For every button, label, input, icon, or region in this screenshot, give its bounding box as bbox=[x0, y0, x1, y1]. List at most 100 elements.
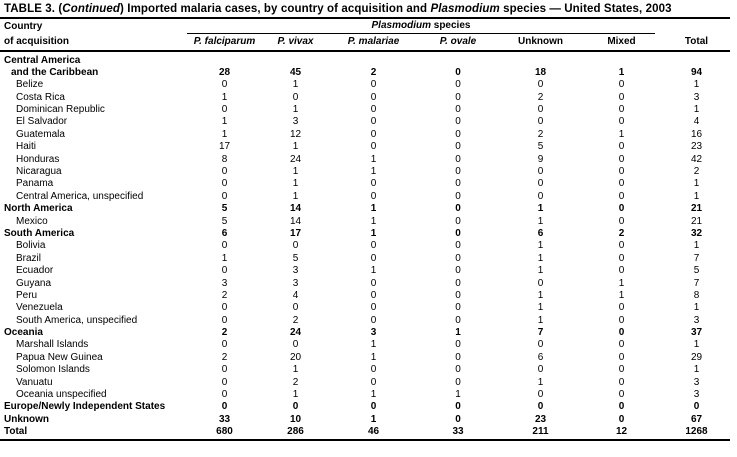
value-cell: 5 bbox=[537, 141, 544, 153]
table-row: Costa Rica 1 0 0 0 2 0 3 bbox=[0, 92, 730, 104]
value-cell: 1 bbox=[537, 203, 544, 215]
table-row: Nicaragua 0 1 1 0 0 0 2 bbox=[0, 166, 730, 178]
row-label: Papua New Guinea bbox=[16, 351, 103, 363]
table-row: Guyana 3 3 0 0 0 1 7 bbox=[0, 278, 730, 290]
value-cell: 0 bbox=[618, 178, 625, 190]
value-cell: 0 bbox=[455, 265, 461, 277]
value-cell: 46 bbox=[367, 426, 380, 438]
value-cell: 0 bbox=[455, 227, 461, 239]
column-header-mixed: Mixed bbox=[607, 36, 636, 47]
value-cell: 1 bbox=[370, 339, 377, 351]
value-cell: 0 bbox=[370, 364, 377, 376]
value-cell: 0 bbox=[221, 364, 228, 376]
value-cell: 1 bbox=[537, 302, 544, 314]
table-row: Oceania 2 24 3 1 7 0 37 bbox=[0, 327, 730, 339]
value-cell: 1 bbox=[618, 66, 625, 78]
value-cell: 1 bbox=[370, 413, 377, 425]
value-cell: 16 bbox=[690, 128, 703, 140]
value-cell: 0 bbox=[618, 265, 625, 277]
value-cell: 5 bbox=[292, 252, 299, 264]
value-cell: 6 bbox=[221, 227, 228, 239]
value-cell: 3 bbox=[693, 91, 700, 103]
header-rule bbox=[0, 50, 730, 52]
value-cell: 0 bbox=[455, 302, 461, 314]
value-cell: 0 bbox=[537, 364, 544, 376]
value-cell: 1 bbox=[370, 166, 377, 178]
row-label: Solomon Islands bbox=[16, 364, 90, 376]
row-label: Central America, unspecified bbox=[16, 190, 144, 202]
value-cell: 1 bbox=[370, 389, 377, 401]
column-header-p-falciparum: P. falciparum bbox=[193, 36, 256, 47]
value-cell: 3 bbox=[693, 376, 700, 388]
table-title-segment: species — United States, 2003 bbox=[499, 3, 672, 15]
row-label: Brazil bbox=[16, 252, 42, 264]
value-cell: 0 bbox=[537, 277, 544, 289]
value-cell: 0 bbox=[618, 413, 625, 425]
value-cell: 1 bbox=[370, 215, 377, 227]
value-cell: 0 bbox=[455, 339, 461, 351]
table-row: Oceania unspecified 0 1 1 1 0 0 3 bbox=[0, 389, 730, 401]
row-label: Dominican Republic bbox=[16, 104, 105, 116]
column-header-p-malariae: P. malariae bbox=[347, 36, 400, 47]
value-cell bbox=[501, 55, 580, 67]
value-cell: 0 bbox=[618, 166, 625, 178]
row-label: Mexico bbox=[16, 215, 48, 227]
value-cell: 1 bbox=[537, 289, 544, 301]
value-cell: 2 bbox=[221, 327, 228, 339]
value-cell: 0 bbox=[370, 79, 377, 91]
value-cell: 0 bbox=[292, 302, 299, 314]
value-cell: 0 bbox=[455, 166, 461, 178]
value-cell: 10 bbox=[289, 413, 302, 425]
table-row: Haiti 17 1 0 0 5 0 23 bbox=[0, 141, 730, 153]
value-cell: 1 bbox=[537, 215, 544, 227]
table-row: Venezuela 0 0 0 0 1 0 1 bbox=[0, 302, 730, 314]
value-cell: 1 bbox=[221, 91, 228, 103]
value-cell: 4 bbox=[693, 116, 700, 128]
value-cell: 0 bbox=[618, 116, 625, 128]
value-cell: 0 bbox=[221, 314, 228, 326]
row-label: Nicaragua bbox=[16, 166, 62, 178]
table-row: Brazil 1 5 0 0 1 0 7 bbox=[0, 253, 730, 265]
value-cell: 0 bbox=[618, 302, 625, 314]
value-cell: 0 bbox=[455, 116, 461, 128]
row-label: Ecuador bbox=[16, 265, 54, 277]
row-label: Oceania unspecified bbox=[16, 389, 107, 401]
value-cell: 21 bbox=[690, 203, 703, 215]
value-cell: 0 bbox=[455, 314, 461, 326]
value-cell: 0 bbox=[221, 166, 228, 178]
value-cell: 12 bbox=[615, 426, 628, 438]
row-label: Vanuatu bbox=[16, 376, 53, 388]
table-row: North America 5 14 1 0 1 0 21 bbox=[0, 203, 730, 215]
value-cell: 0 bbox=[455, 351, 461, 363]
value-cell bbox=[580, 55, 663, 67]
value-cell: 8 bbox=[693, 289, 700, 301]
value-cell: 1 bbox=[221, 116, 228, 128]
value-cell: 0 bbox=[221, 401, 228, 413]
species-group-header: Plasmodium species bbox=[187, 20, 655, 34]
value-cell: 0 bbox=[370, 302, 377, 314]
value-cell: 1 bbox=[455, 327, 461, 339]
value-cell: 3 bbox=[292, 116, 299, 128]
value-cell: 33 bbox=[452, 426, 464, 438]
value-cell: 7 bbox=[537, 327, 544, 339]
value-cell: 6 bbox=[537, 351, 544, 363]
row-label: Honduras bbox=[16, 153, 60, 165]
value-cell: 0 bbox=[455, 240, 461, 252]
value-cell: 32 bbox=[690, 227, 703, 239]
value-cell: 0 bbox=[455, 178, 461, 190]
value-cell: 18 bbox=[534, 66, 547, 78]
value-cell: 67 bbox=[690, 413, 703, 425]
row-label: South America bbox=[4, 227, 75, 239]
value-cell: 42 bbox=[690, 153, 703, 165]
value-cell: 0 bbox=[537, 79, 544, 91]
value-cell: 2 bbox=[537, 91, 544, 103]
value-cell: 0 bbox=[455, 277, 461, 289]
value-cell: 0 bbox=[455, 128, 461, 140]
row-label: Guyana bbox=[16, 277, 52, 289]
value-cell: 286 bbox=[287, 426, 304, 438]
row-label: Haiti bbox=[16, 141, 37, 153]
table-row: Bolivia 0 0 0 0 1 0 1 bbox=[0, 240, 730, 252]
value-cell: 0 bbox=[221, 104, 228, 116]
value-cell: 0 bbox=[455, 289, 461, 301]
